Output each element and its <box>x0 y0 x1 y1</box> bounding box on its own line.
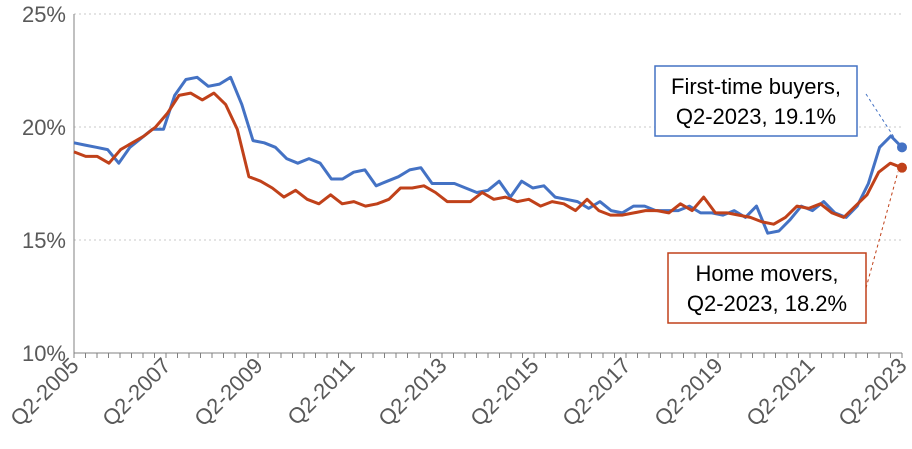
x-tick-label: Q2-2009 <box>189 353 267 431</box>
x-tick-label: Q2-2011 <box>282 353 359 430</box>
series-line-home-movers <box>73 91 903 226</box>
series-line-first-time-buyers <box>73 75 904 235</box>
callout-line-2: Q2-2023, 18.2% <box>687 291 847 316</box>
callout-leader-line <box>865 93 899 144</box>
callout-line-1: First-time buyers, <box>671 74 841 99</box>
callout-leader-line <box>865 171 899 289</box>
x-tick-label: Q2-2007 <box>97 353 175 431</box>
callout-leaders <box>865 93 899 289</box>
y-tick-label: 25% <box>22 2 66 27</box>
y-tick-label: 15% <box>22 228 66 253</box>
x-tick-label: Q2-2019 <box>649 353 727 431</box>
callout-box <box>654 65 858 137</box>
y-tick-label: 20% <box>22 115 66 140</box>
series-lines <box>73 75 907 235</box>
x-tick-label: Q2-2023 <box>833 353 911 431</box>
y-tick-label: 10% <box>22 341 66 366</box>
x-tick-labels: Q2-2005 Q2-2007 Q2-2009 Q2-2011 Q2-2013 Q2-20… <box>5 353 911 431</box>
x-tick-label: Q2-2015 <box>465 353 543 431</box>
end-point-marker <box>897 162 907 173</box>
y-tick-labels: 10% 15% 20% 25% <box>22 2 66 366</box>
callouts: First-time buyers, Q2-2023, 19.1% Home mov… <box>654 65 867 324</box>
axes <box>73 14 903 358</box>
x-tick-label: Q2-2017 <box>557 353 635 431</box>
x-tick-label: Q2-2021 <box>741 353 819 431</box>
x-tick-label: Q2-2013 <box>373 353 451 431</box>
callout-line-1: Home movers, <box>695 261 838 286</box>
callout-box <box>667 252 867 324</box>
end-point-marker <box>897 142 907 153</box>
callout-line-2: Q2-2023, 19.1% <box>676 104 836 129</box>
